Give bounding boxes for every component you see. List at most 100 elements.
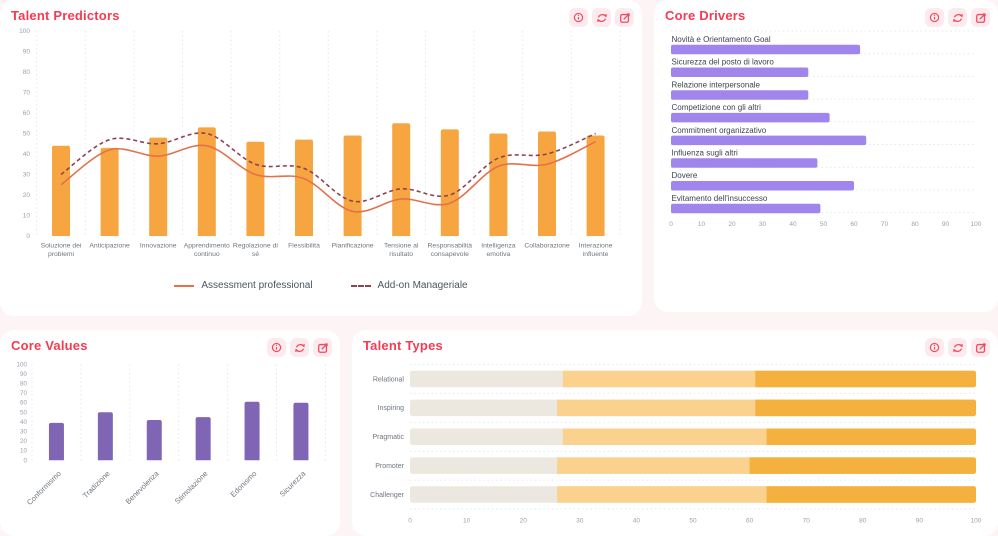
svg-text:0: 0 <box>669 221 673 228</box>
edit-icon-button[interactable] <box>971 338 990 357</box>
svg-text:50: 50 <box>23 131 31 138</box>
svg-text:Sicurezza: Sicurezza <box>278 468 308 498</box>
legend-item-addon[interactable]: Add-on Manageriale <box>350 280 468 291</box>
edit-icon <box>975 12 986 23</box>
svg-text:30: 30 <box>759 221 767 228</box>
bar <box>586 135 605 236</box>
info-icon-button[interactable] <box>267 338 286 357</box>
bar <box>195 417 211 461</box>
svg-text:40: 40 <box>20 419 28 426</box>
bar <box>671 135 867 146</box>
svg-text:Flessibilità: Flessibilità <box>288 243 320 250</box>
svg-text:30: 30 <box>20 429 28 436</box>
bar <box>671 181 854 191</box>
legend-item-assessment[interactable]: Assessment professional <box>174 280 313 291</box>
refresh-icon-button[interactable] <box>592 8 611 27</box>
stack-segment-light-orange <box>562 428 976 445</box>
svg-text:Stimolazione: Stimolazione <box>173 469 210 506</box>
svg-text:50: 50 <box>820 221 828 228</box>
svg-text:Promoter: Promoter <box>375 463 404 470</box>
edit-icon-button[interactable] <box>971 8 990 27</box>
svg-text:80: 80 <box>23 69 31 76</box>
core-drivers-chart: Novità e Orientamento Goal Sicurezza del … <box>669 30 982 228</box>
bar <box>246 141 265 236</box>
svg-text:10: 10 <box>463 518 471 525</box>
svg-text:70: 70 <box>20 390 28 397</box>
svg-text:Tensione al: Tensione al <box>384 243 419 250</box>
svg-text:20: 20 <box>520 518 528 525</box>
refresh-icon <box>952 343 963 352</box>
stack-segment-beige <box>410 370 976 388</box>
svg-text:Influenza sugli altri: Influenza sugli altri <box>672 149 738 158</box>
info-icon <box>929 342 940 353</box>
svg-text:Innovazione: Innovazione <box>140 243 177 250</box>
bar <box>392 123 411 236</box>
svg-text:80: 80 <box>911 221 919 228</box>
refresh-icon-button[interactable] <box>948 8 967 27</box>
info-icon-button[interactable] <box>569 8 588 27</box>
stack-segment-light-orange <box>557 457 976 474</box>
svg-text:Pianificazione: Pianificazione <box>332 243 374 250</box>
svg-text:Inspiring: Inspiring <box>378 405 405 412</box>
svg-text:70: 70 <box>23 90 31 97</box>
panel-title: Talent Predictors <box>11 8 120 23</box>
svg-text:sé: sé <box>252 251 259 258</box>
svg-text:20: 20 <box>728 221 736 228</box>
svg-text:0: 0 <box>23 457 27 464</box>
core-values-panel: Core Values 0 10 20 30 40 50 60 70 80 90 100 Confor… <box>0 330 340 536</box>
info-icon <box>271 342 282 353</box>
svg-text:60: 60 <box>746 518 754 525</box>
stack-segment-beige <box>410 457 976 474</box>
svg-text:40: 40 <box>23 151 31 158</box>
svg-text:Evitamento dell'insuccesso: Evitamento dell'insuccesso <box>672 194 768 203</box>
info-icon-button[interactable] <box>925 338 944 357</box>
svg-text:10: 10 <box>20 448 28 455</box>
stack-segment-orange <box>755 399 976 417</box>
bar <box>244 401 260 461</box>
bar <box>293 402 309 461</box>
svg-text:40: 40 <box>633 518 641 525</box>
svg-text:Interazione: Interazione <box>579 243 613 250</box>
panel-actions <box>267 338 332 357</box>
edit-icon-button[interactable] <box>615 8 634 27</box>
svg-text:Collaborazione: Collaborazione <box>524 243 570 250</box>
bar <box>671 67 809 77</box>
info-icon-button[interactable] <box>925 8 944 27</box>
svg-text:30: 30 <box>576 518 584 525</box>
solid-line-swatch <box>174 284 195 287</box>
bar <box>671 158 818 168</box>
refresh-icon-button[interactable] <box>948 338 967 357</box>
svg-text:Apprendimento: Apprendimento <box>184 243 230 250</box>
svg-text:risultato: risultato <box>389 251 413 258</box>
stack-segment-orange <box>755 370 976 388</box>
panel-actions <box>925 338 990 357</box>
svg-text:Competizione con gli altri: Competizione con gli altri <box>672 103 762 112</box>
svg-text:10: 10 <box>23 213 31 220</box>
svg-text:50: 50 <box>689 518 697 525</box>
svg-text:90: 90 <box>20 371 28 378</box>
bar <box>295 139 313 236</box>
svg-text:consapevole: consapevole <box>431 251 469 258</box>
bar <box>146 419 162 461</box>
svg-text:Pragmatic: Pragmatic <box>372 434 404 441</box>
panel-header: Talent Types <box>352 330 998 360</box>
svg-text:60: 60 <box>23 110 31 117</box>
svg-text:Relational: Relational <box>373 376 405 383</box>
svg-text:Sicurezza del posto di lavoro: Sicurezza del posto di lavoro <box>672 58 775 67</box>
svg-text:30: 30 <box>23 172 31 179</box>
svg-text:10: 10 <box>698 221 706 228</box>
svg-text:Challenger: Challenger <box>370 492 405 499</box>
svg-text:Novità e Orientamento Goal: Novità e Orientamento Goal <box>672 35 771 44</box>
edit-icon-button[interactable] <box>313 338 332 357</box>
bar <box>343 135 362 236</box>
info-icon <box>929 12 940 23</box>
svg-text:Tradizione: Tradizione <box>81 469 112 500</box>
bar <box>671 44 861 55</box>
refresh-icon <box>952 13 963 22</box>
svg-text:100: 100 <box>971 221 982 228</box>
svg-text:continuo: continuo <box>194 251 220 258</box>
talent-types-chart: Relational Inspiring Pragmatic Promoter Chal… <box>370 364 982 525</box>
bar <box>100 147 119 236</box>
refresh-icon-button[interactable] <box>290 338 309 357</box>
